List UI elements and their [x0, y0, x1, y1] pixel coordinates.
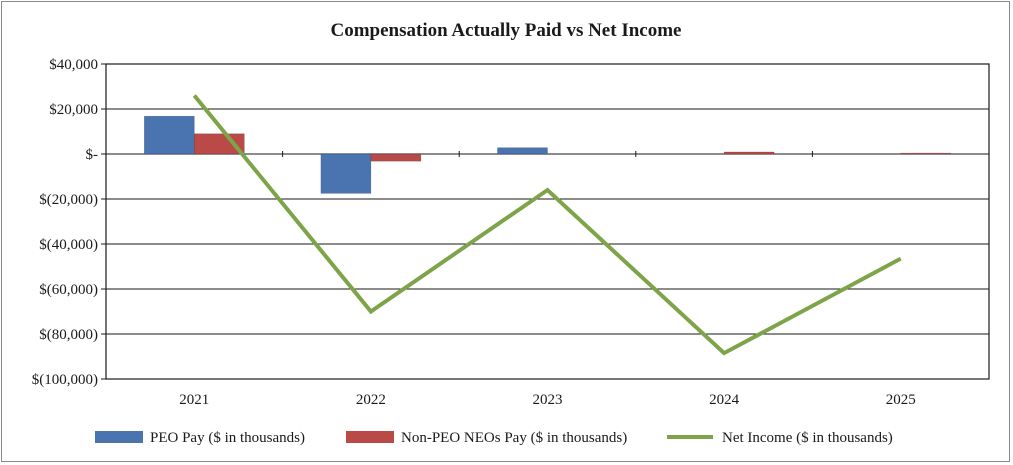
- legend-peo-pay: PEO Pay ($ in thousands): [95, 430, 305, 446]
- y-tick-label: $(100,000): [32, 372, 98, 388]
- non-peo-pay-bar: [900, 152, 952, 155]
- x-tick-label: 2023: [533, 392, 563, 408]
- gridlines: [106, 108, 989, 335]
- non-peo-pay-bar: [370, 153, 422, 162]
- non-peo-pay-bar: [723, 151, 775, 155]
- x-tick-label: 2025: [886, 392, 916, 408]
- y-tick-label: $20,000: [49, 102, 98, 118]
- y-tick-label: $40,000: [49, 57, 98, 73]
- plot-area: [105, 63, 990, 380]
- y-tick-label: $(60,000): [39, 282, 98, 298]
- peo-pay-bar: [320, 153, 372, 194]
- net-income-line: [192, 94, 902, 356]
- legend-net-income: Net Income ($ in thousands): [667, 430, 893, 446]
- legend-swatch: [95, 431, 143, 443]
- legend-label: Non-PEO NEOs Pay ($ in thousands): [401, 430, 627, 446]
- net-income-line-group: [192, 94, 902, 356]
- y-tick-label: $(20,000): [39, 192, 98, 208]
- peo-pay-bar: [497, 147, 548, 155]
- chart-title: Compensation Actually Paid vs Net Income: [331, 20, 682, 41]
- y-tick-label: $(80,000): [39, 327, 98, 343]
- y-tick-label: $(40,000): [39, 237, 98, 253]
- legend-label: PEO Pay ($ in thousands): [150, 430, 305, 446]
- legend-label: Net Income ($ in thousands): [722, 430, 893, 446]
- legend: PEO Pay ($ in thousands) Non-PEO NEOs Pay…: [95, 430, 893, 446]
- legend-swatch: [346, 431, 394, 443]
- x-tick-label: 2024: [709, 392, 740, 408]
- x-tick-label: 2021: [179, 392, 209, 408]
- non-peo-pay-bar: [194, 133, 245, 155]
- peo-pay-bar: [144, 115, 195, 155]
- x-axis-ticks: 2021 2022 2023 2024 2025: [105, 151, 990, 408]
- legend-non-peo-pay: Non-PEO NEOs Pay ($ in thousands): [346, 430, 627, 446]
- y-axis-ticks: $40,000 $20,000 $- $(20,000) $(40,000) $(60,0…: [32, 57, 106, 388]
- y-tick-label: $-: [86, 147, 99, 163]
- x-tick-label: 2022: [356, 392, 386, 408]
